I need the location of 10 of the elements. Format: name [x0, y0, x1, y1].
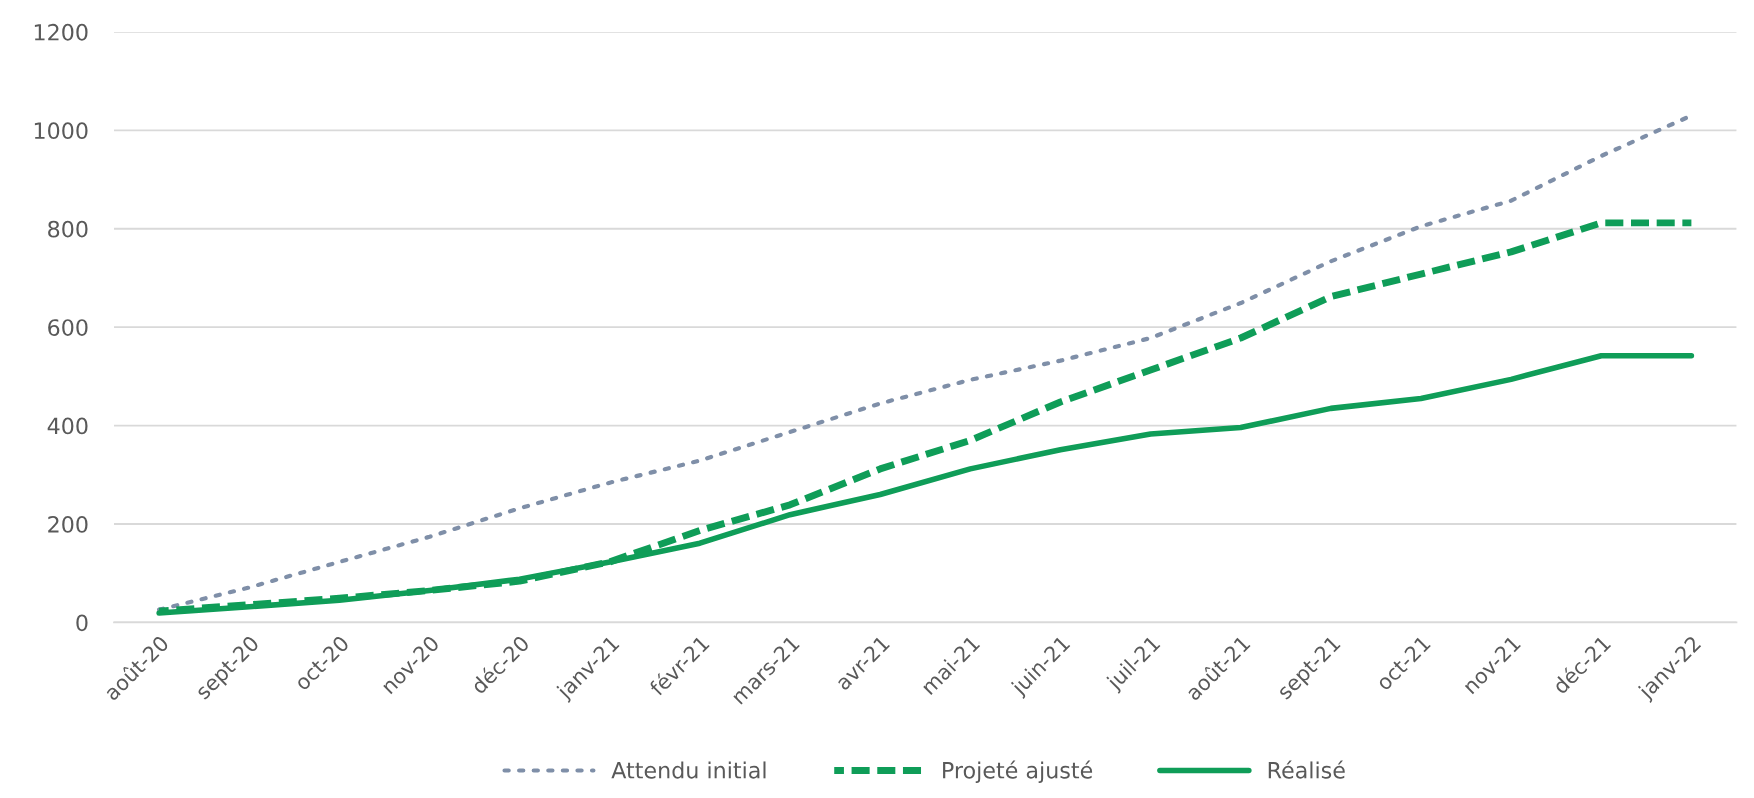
- legend-label: Attendu initial: [611, 761, 766, 779]
- y-tick-label: 0: [76, 614, 88, 632]
- legend-label: Projeté ajusté: [943, 760, 1093, 783]
- y-tick-label: 800: [48, 220, 88, 238]
- y-tick-label: 400: [47, 417, 88, 435]
- y-tick-label: 1200: [34, 23, 88, 41]
- y-tick-label: 1000: [34, 122, 88, 140]
- legend-label: Réalisé: [1268, 760, 1345, 779]
- y-tick-label: 600: [48, 319, 88, 336]
- y-tick-label: 200: [48, 515, 88, 533]
